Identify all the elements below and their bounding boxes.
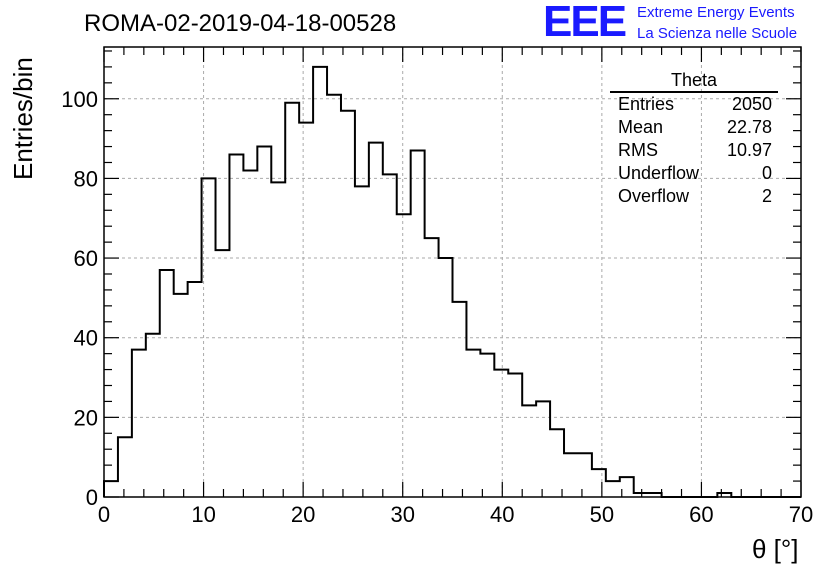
stats-row-mean: Mean 22.78 [610, 116, 778, 139]
plot-frame [103, 46, 802, 498]
histogram-bin [146, 334, 160, 497]
x-tick-label: 70 [789, 502, 813, 527]
histogram-bin [299, 123, 313, 497]
y-tick-label: 20 [74, 405, 98, 430]
stats-value: 10.97 [726, 140, 772, 160]
x-tick-labels: 0 10 20 30 40 50 60 70 [98, 502, 813, 527]
y-tick-labels: 0 20 40 60 80 100 [61, 87, 98, 510]
histogram-bin [383, 174, 397, 497]
stats-value: 2 [761, 186, 772, 206]
histogram-bin [160, 270, 174, 497]
y-tick-label: 80 [74, 166, 98, 191]
statistics-box: Theta Entries 2050 Mean 22.78 RMS 10.97 … [610, 70, 778, 208]
histogram-bin [257, 147, 271, 497]
stats-label: Mean [618, 117, 664, 137]
histogram-bin [550, 429, 564, 497]
histogram-bin [453, 302, 467, 497]
histogram-bin [536, 401, 550, 497]
histogram-bin [243, 170, 257, 497]
x-axis-label: θ [°] [752, 534, 799, 564]
x-tick-label: 30 [390, 502, 414, 527]
histogram-bin [592, 469, 606, 497]
y-tick-label: 60 [74, 246, 98, 271]
histogram-bin [118, 437, 132, 497]
histogram-bin [606, 481, 620, 497]
stats-label: RMS [618, 140, 658, 160]
logo-text-line2: La Scienza nelle Scuole [637, 25, 798, 42]
x-tick-label: 60 [689, 502, 713, 527]
histogram-bin [132, 350, 146, 497]
stats-label: Overflow [618, 186, 690, 206]
stats-row-rms: RMS 10.97 [610, 139, 778, 162]
histogram-bin [411, 151, 425, 497]
x-tick-label: 0 [98, 502, 110, 527]
axis-ticks [103, 47, 802, 498]
stats-value: 22.78 [726, 117, 772, 137]
histogram-bin [466, 350, 480, 497]
x-tick-label: 50 [590, 502, 614, 527]
histogram-bin [216, 250, 230, 497]
x-tick-label: 40 [490, 502, 514, 527]
stats-row-entries: Entries 2050 [610, 93, 778, 116]
histogram-bin [494, 370, 508, 497]
histogram-bin [578, 453, 592, 497]
stats-value: 2050 [731, 94, 772, 114]
chart-title: ROMA-02-2019-04-18-00528 [84, 10, 397, 37]
histogram-bin [229, 155, 243, 497]
histogram-bin [285, 103, 299, 497]
histogram-outline [103, 65, 801, 498]
histogram-bin [397, 214, 411, 497]
histogram-bin [564, 453, 578, 497]
histogram-bin [508, 374, 522, 497]
y-tick-label: 0 [86, 485, 98, 510]
histogram-bin [313, 67, 327, 497]
y-tick-label: 40 [74, 326, 98, 351]
stats-label: Underflow [618, 163, 700, 183]
x-tick-label: 20 [291, 502, 315, 527]
histogram-bin [439, 258, 453, 497]
logo-text-line1: Extreme Energy Events [637, 4, 795, 21]
histogram-bin [174, 294, 188, 497]
x-tick-label: 10 [191, 502, 215, 527]
histogram-bin [355, 186, 369, 497]
y-axis-label: Entries/bin [8, 57, 38, 180]
stats-row-overflow: Overflow 2 [610, 185, 778, 208]
histogram-bin [188, 282, 202, 497]
stats-label: Entries [618, 94, 675, 114]
stats-row-underflow: Underflow 0 [610, 162, 778, 185]
histogram-bin [369, 143, 383, 497]
stats-title: Theta [610, 70, 778, 93]
histogram-bin [327, 95, 341, 497]
histogram-bin [271, 182, 285, 497]
histogram-bin [480, 354, 494, 497]
eee-logo: EEE [543, 0, 627, 46]
histogram-bin [104, 481, 118, 497]
histogram-bin [425, 238, 439, 497]
histogram-bin [341, 111, 355, 497]
histogram-bin [522, 405, 536, 497]
y-tick-label: 100 [61, 87, 98, 112]
stats-value: 0 [761, 163, 772, 183]
